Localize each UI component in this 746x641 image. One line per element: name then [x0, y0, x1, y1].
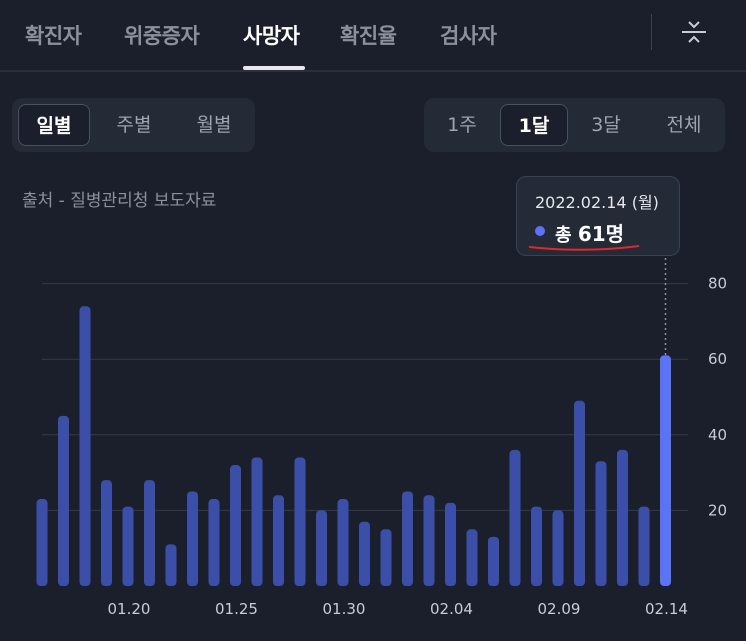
x-tick-label: 01.25 — [215, 600, 258, 618]
range-toggle: 1주 1달 3달 전체 — [424, 98, 725, 152]
bar[interactable] — [294, 457, 306, 586]
bar[interactable] — [552, 510, 564, 586]
bar[interactable] — [58, 415, 69, 586]
y-tick-label: 60 — [708, 350, 727, 368]
bar[interactable] — [187, 491, 198, 587]
bar-selected[interactable] — [660, 355, 671, 586]
series-dot-icon — [535, 226, 545, 236]
bar[interactable] — [122, 506, 134, 586]
period-monthly-button[interactable]: 월별 — [196, 114, 232, 136]
highlight-underline — [528, 245, 640, 251]
bar[interactable] — [402, 491, 413, 587]
bar[interactable] — [79, 306, 91, 586]
bar[interactable] — [144, 480, 155, 586]
bar[interactable] — [101, 480, 112, 586]
bar[interactable] — [208, 499, 220, 586]
tooltip-label: 총 — [555, 225, 572, 246]
tab-confirmed[interactable]: 확진자 — [25, 24, 82, 48]
bar[interactable] — [531, 506, 542, 586]
period-daily-button[interactable]: 일별 — [18, 104, 90, 146]
period-toggle: 일별 주별 월별 — [12, 98, 255, 152]
tooltip-date: 2022.02.14 (월) — [535, 193, 659, 212]
bar[interactable] — [423, 495, 435, 586]
bar[interactable] — [445, 502, 456, 586]
x-tick-label: 02.04 — [430, 600, 473, 618]
bar[interactable] — [316, 510, 327, 586]
bar[interactable] — [574, 400, 585, 586]
data-source: 출처 - 질병관리청 보도자료 — [22, 191, 217, 211]
bar[interactable] — [251, 457, 263, 586]
tooltip-value: 61명 — [577, 222, 625, 246]
deaths-bar-chart: 20 40 60 80 01.20 01.25 01.30 02.04 02.09 02.14 — [36, 258, 727, 618]
bar[interactable] — [595, 461, 607, 586]
tab-critical[interactable]: 위중증자 — [124, 24, 200, 48]
y-tick-label: 80 — [708, 275, 727, 293]
bar[interactable] — [466, 529, 478, 586]
range-all-button[interactable]: 전체 — [666, 114, 702, 136]
chart-tooltip: 2022.02.14 (월) 총 61명 — [516, 176, 680, 256]
bar[interactable] — [488, 536, 499, 586]
tooltip-total: 총 61명 — [555, 218, 624, 247]
tab-tested[interactable]: 검사자 — [440, 24, 497, 48]
bar[interactable] — [230, 465, 241, 586]
y-tick-label: 20 — [708, 501, 727, 519]
y-tick-label: 40 — [708, 426, 727, 444]
bar[interactable] — [509, 449, 521, 586]
bar[interactable] — [337, 499, 349, 586]
range-3month-button[interactable]: 3달 — [591, 114, 621, 136]
x-tick-label: 01.20 — [108, 600, 151, 618]
active-tab-indicator — [243, 66, 305, 70]
range-1month-button[interactable]: 1달 — [500, 104, 568, 146]
bar[interactable] — [165, 544, 177, 586]
x-tick-label: 02.09 — [538, 600, 581, 618]
x-tick-label: 01.30 — [323, 600, 366, 618]
top-tab-bar: 확진자 위중증자 사망자 확진율 검사자 — [0, 0, 746, 72]
divider — [651, 14, 652, 50]
bar[interactable] — [380, 529, 392, 586]
tab-deaths[interactable]: 사망자 — [243, 24, 300, 48]
x-tick-label: 02.14 — [645, 600, 688, 618]
bar[interactable] — [359, 521, 370, 586]
bar[interactable] — [617, 449, 628, 586]
bar[interactable] — [273, 495, 284, 586]
range-1week-button[interactable]: 1주 — [447, 114, 477, 136]
bar[interactable] — [638, 506, 650, 586]
tab-confirm-rate[interactable]: 확진율 — [340, 24, 397, 48]
period-weekly-button[interactable]: 주별 — [116, 114, 152, 136]
bar[interactable] — [36, 499, 48, 586]
adjust-sliders-icon[interactable] — [681, 18, 707, 46]
